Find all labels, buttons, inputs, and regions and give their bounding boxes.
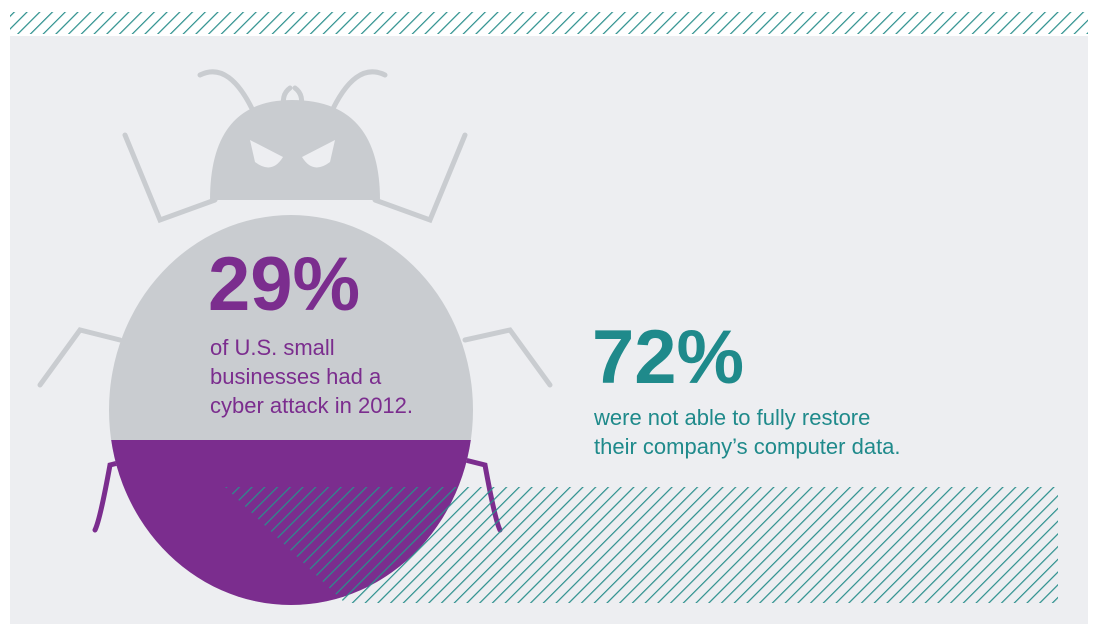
stat-text: businesses had a — [210, 364, 382, 389]
bug-legs — [37, 69, 553, 388]
stat-value: 29% — [208, 242, 360, 327]
bug-eyes — [250, 140, 335, 168]
stat-text: were not able to fully restore — [593, 405, 870, 430]
stat-value: 72% — [592, 315, 744, 400]
top-stripe — [10, 12, 1088, 34]
stat-text: their company’s computer data. — [594, 434, 901, 459]
stat-text: cyber attack in 2012. — [210, 393, 413, 418]
stat-text: of U.S. small — [210, 335, 335, 360]
bug-head — [210, 100, 380, 200]
hatch-block — [225, 487, 1058, 603]
